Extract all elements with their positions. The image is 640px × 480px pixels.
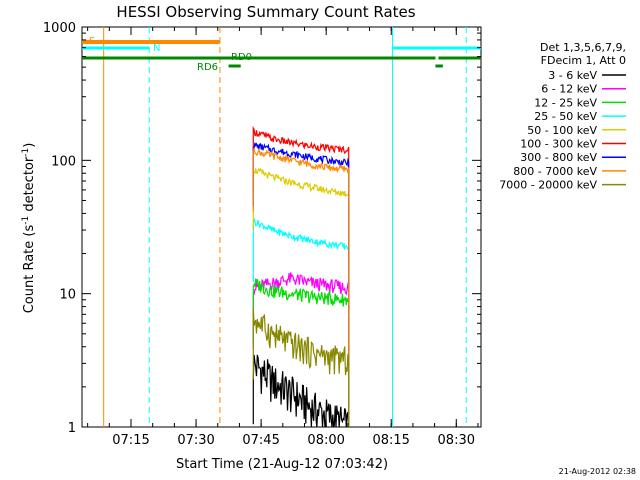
legend-label: 100 - 300 keV bbox=[520, 138, 597, 151]
legend-label: 50 - 100 keV bbox=[527, 124, 597, 137]
series-line bbox=[252, 354, 350, 427]
legend-header-line-1: Det 1,3,5,6,7,9, bbox=[540, 41, 626, 54]
legend-label: 7000 - 20000 keV bbox=[499, 179, 597, 192]
series-line bbox=[252, 272, 350, 427]
series-line bbox=[252, 278, 350, 427]
legend-label: 300 - 800 keV bbox=[520, 151, 597, 164]
series-line bbox=[252, 307, 350, 427]
series-line bbox=[252, 167, 350, 427]
x-tick-label: 08:30 bbox=[438, 433, 475, 448]
attenuator-markers bbox=[103, 27, 467, 427]
legend-label: 800 - 7000 keV bbox=[513, 165, 597, 178]
x-tick-label: 08:15 bbox=[372, 433, 409, 448]
y-tick-label: 1000 bbox=[43, 21, 76, 36]
legend-header-line-2: FDecim 1, Att 0 bbox=[541, 54, 626, 67]
x-axis-label: Start Time (21-Aug-12 07:03:42) bbox=[176, 457, 388, 472]
x-tick-label: 07:30 bbox=[177, 433, 214, 448]
series-line bbox=[252, 125, 350, 427]
series-line bbox=[252, 142, 350, 427]
series-group bbox=[252, 125, 350, 427]
legend-label: 3 - 6 keV bbox=[548, 69, 597, 82]
chart-title: HESSI Observing Summary Count Rates bbox=[116, 3, 415, 21]
y-axis-label: Count Rate (s-1 detector-1) bbox=[21, 143, 37, 314]
x-tick-label: 08:00 bbox=[307, 433, 344, 448]
observing-flags: S N RD6 RD0 bbox=[82, 36, 481, 73]
legend: Det 1,3,5,6,7,9, FDecim 1, Att 0 3 - 6 k… bbox=[499, 41, 626, 192]
series-line bbox=[252, 147, 350, 427]
s-label: S bbox=[89, 36, 95, 47]
y-tick-label: 10 bbox=[59, 288, 76, 303]
rd0-label: RD0 bbox=[231, 52, 252, 63]
x-axis-ticks: 07:15 07:30 07:45 08:00 08:15 08:30 bbox=[87, 27, 479, 448]
legend-label: 6 - 12 keV bbox=[541, 83, 597, 96]
series-line bbox=[252, 217, 350, 427]
y-tick-label: 100 bbox=[51, 154, 76, 169]
y-tick-label: 1 bbox=[68, 421, 76, 436]
y-axis-ticks: 1 10 100 1000 bbox=[43, 21, 481, 436]
x-tick-label: 07:15 bbox=[112, 433, 149, 448]
legend-label: 12 - 25 keV bbox=[534, 96, 597, 109]
n-label: N bbox=[153, 43, 160, 54]
plot-frame bbox=[81, 26, 482, 428]
footer-timestamp: 21-Aug-2012 02:38 bbox=[559, 467, 636, 476]
rd6-label: RD6 bbox=[197, 62, 218, 73]
legend-label: 25 - 50 keV bbox=[534, 110, 597, 123]
x-tick-label: 07:45 bbox=[242, 433, 279, 448]
